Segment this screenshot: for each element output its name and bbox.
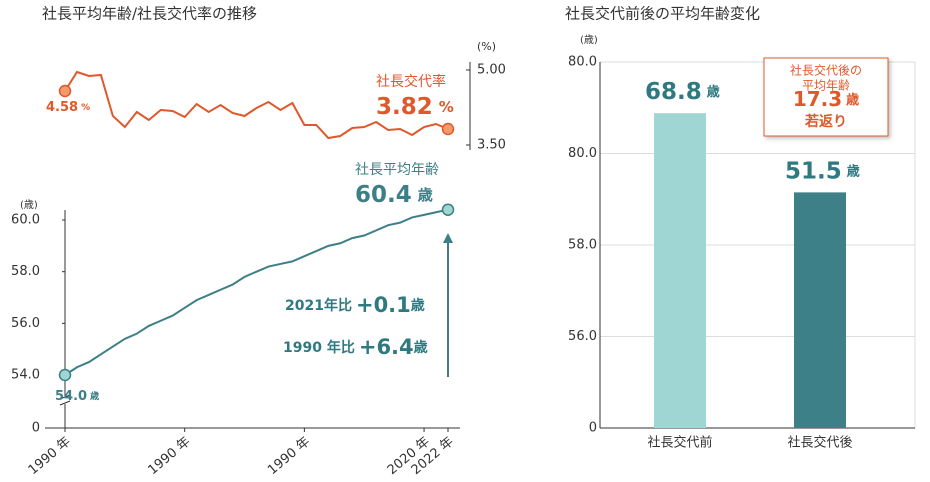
y-tick-label: 0 xyxy=(589,421,597,436)
y-tick-label: 58.0 xyxy=(568,238,597,253)
unit: % xyxy=(81,103,90,113)
annotation-unit: 歳 xyxy=(414,339,428,356)
value: 17.3 xyxy=(793,87,842,111)
callout-text: 平均年齢 xyxy=(802,78,850,93)
end-point xyxy=(441,203,455,216)
unit: 歳 xyxy=(846,92,859,108)
unit: 歳 xyxy=(89,390,99,402)
start-label: 54.0 歳 xyxy=(55,389,99,404)
unit: 歳 xyxy=(847,163,860,179)
value: 68.8 xyxy=(645,79,702,105)
annotation: 2021年比 +0.1歳 xyxy=(285,293,425,317)
callout-value: 17.3 歳 xyxy=(793,87,859,111)
callout-note: 若返り xyxy=(804,113,847,130)
annotation-text: 2021年比 xyxy=(285,297,352,314)
value-label: 54.0 xyxy=(55,389,87,404)
callout-box xyxy=(763,57,889,137)
end-point xyxy=(441,122,455,136)
end-label: 60.4 歳 xyxy=(355,182,433,208)
x-tick-label: 1990 年 xyxy=(26,434,74,478)
x-tick-label: 1990 年 xyxy=(265,434,313,478)
value-label: 4.58 xyxy=(46,100,78,115)
y-unit: (歳) xyxy=(20,199,38,211)
bar xyxy=(654,113,706,429)
axis-break-gap xyxy=(59,396,71,404)
annotation-unit: 歳 xyxy=(411,297,425,314)
unit: 歳 xyxy=(707,84,720,100)
right-title: 社長交代前後の平均年齢変化 xyxy=(565,5,760,23)
y-tick-label: 80.0 xyxy=(568,146,597,161)
start-label: 4.58% xyxy=(46,100,90,115)
end-point xyxy=(58,84,72,98)
callout-text: 社長交代後の xyxy=(790,63,862,78)
end-label: 3.82% xyxy=(376,94,454,120)
unit: % xyxy=(439,98,454,116)
y2-tick-label: 3.50 xyxy=(477,138,506,153)
y-unit: (歳) xyxy=(580,34,598,46)
left-title: 社長平均年齢/社長交代率の推移 xyxy=(42,5,257,23)
y-tick-label: 58.0 xyxy=(11,264,40,279)
value-label: 3.82 xyxy=(376,94,433,120)
value-label: 68.8 歳 xyxy=(645,79,720,105)
series-line xyxy=(64,208,449,376)
bar xyxy=(794,192,846,428)
y-tick-label: 0 xyxy=(32,421,40,436)
arrow-head xyxy=(443,233,453,243)
value-label: 60.4 xyxy=(355,182,412,208)
annotation-value: +0.1 xyxy=(356,293,411,317)
end-point xyxy=(58,368,72,382)
series-name: 社長交代率 xyxy=(376,73,446,90)
axis-break xyxy=(59,394,71,406)
y-tick-label: 56.0 xyxy=(11,316,40,331)
y-tick-label: 56.0 xyxy=(568,329,597,344)
annotation-text: 1990 年比 xyxy=(283,339,355,356)
x-tick-label: 社長交代後 xyxy=(787,435,852,451)
value: 51.5 xyxy=(785,158,842,184)
unit: 歳 xyxy=(418,186,433,204)
annotation: 1990 年比 +6.4歳 xyxy=(283,335,428,359)
y2-unit: (%) xyxy=(477,40,496,53)
x-tick-label: 1990 年 xyxy=(145,434,193,478)
series-name: 社長平均年齢 xyxy=(355,162,439,178)
y2-tick-label: 5.00 xyxy=(477,63,506,78)
x-tick-label: 社長交代前 xyxy=(647,435,712,451)
y-tick-label: 80.0 xyxy=(568,55,597,70)
series-line xyxy=(64,70,449,140)
y-tick-label: 60.0 xyxy=(11,213,40,228)
value-label: 51.5 歳 xyxy=(785,158,860,184)
annotation-value: +6.4 xyxy=(359,335,414,359)
y-tick-label: 54.0 xyxy=(11,368,40,383)
